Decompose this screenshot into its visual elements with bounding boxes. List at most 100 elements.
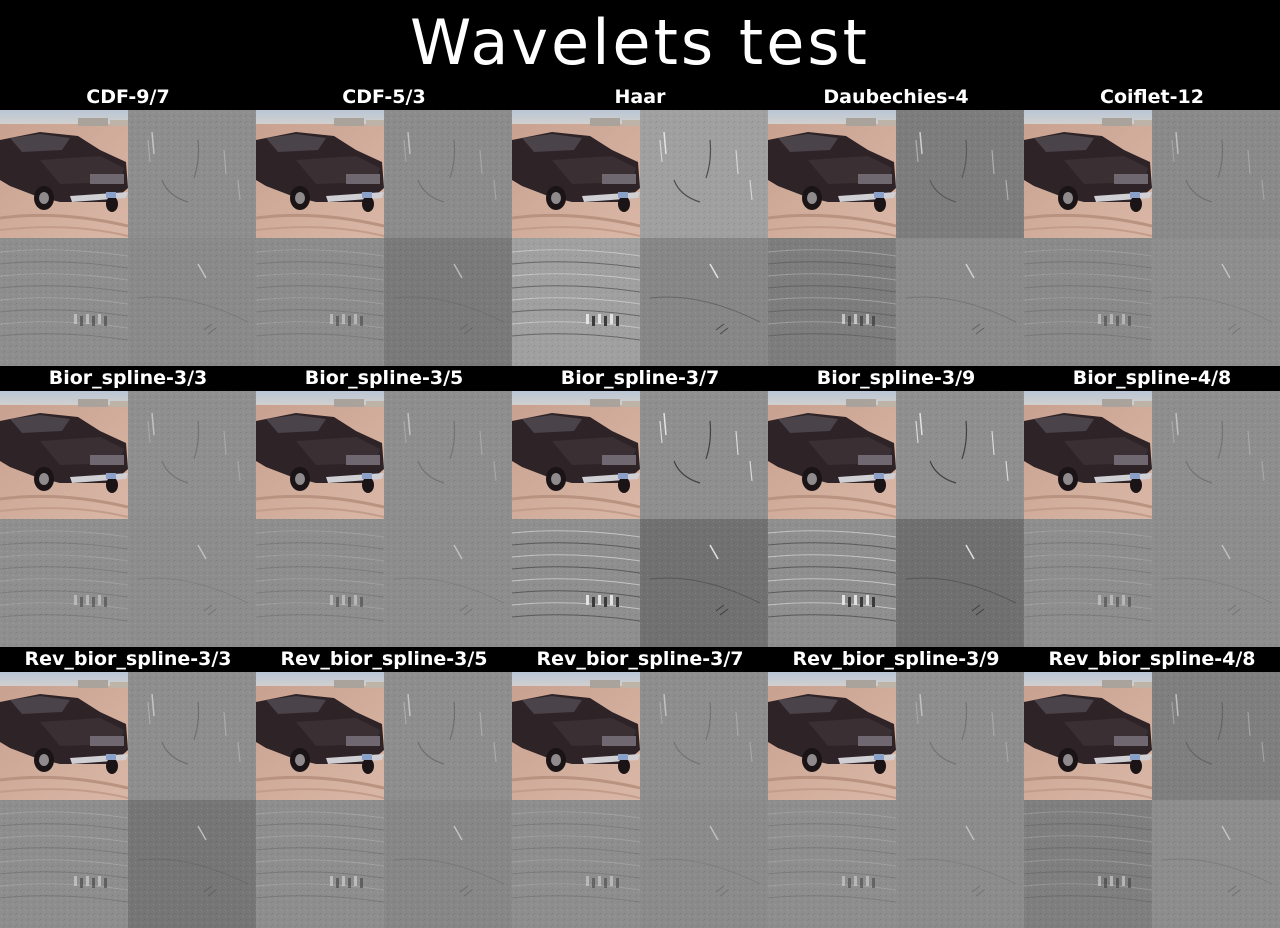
horizontal-detail-subband xyxy=(128,110,256,238)
decomposition-image xyxy=(256,672,512,928)
horizontal-detail-subband xyxy=(128,672,256,800)
diagonal-detail-subband xyxy=(640,238,768,366)
approximation-subband xyxy=(512,672,640,800)
diagonal-detail-subband xyxy=(640,800,768,928)
wavelet-panel: Bior_spline-3/3 xyxy=(0,365,256,647)
vertical-detail-subband xyxy=(512,800,640,928)
vertical-detail-subband xyxy=(0,238,128,366)
horizontal-detail-subband xyxy=(640,391,768,519)
horizontal-detail-subband xyxy=(1152,110,1280,238)
decomposition-image xyxy=(768,110,1024,366)
wavelet-name-label: Coiflet-12 xyxy=(1100,86,1204,108)
decomposition-image xyxy=(768,672,1024,928)
approximation-subband xyxy=(256,110,384,238)
wavelet-name-label: Rev_bior_spline-3/9 xyxy=(792,648,1000,670)
diagonal-detail-subband xyxy=(128,800,256,928)
diagonal-detail-subband xyxy=(128,519,256,647)
vertical-detail-subband xyxy=(256,800,384,928)
approximation-subband xyxy=(0,391,128,519)
decomposition-image xyxy=(512,672,768,928)
wavelet-name-label: Daubechies-4 xyxy=(823,86,969,108)
approximation-subband xyxy=(256,391,384,519)
horizontal-detail-subband xyxy=(896,672,1024,800)
wavelet-panel: Bior_spline-3/7 xyxy=(512,365,768,647)
vertical-detail-subband xyxy=(512,519,640,647)
decomposition-image xyxy=(1024,672,1280,928)
wavelet-name-label: Rev_bior_spline-3/3 xyxy=(24,648,232,670)
vertical-detail-subband xyxy=(512,238,640,366)
vertical-detail-subband xyxy=(1024,800,1152,928)
diagonal-detail-subband xyxy=(896,800,1024,928)
decomposition-image xyxy=(0,391,256,647)
wavelet-name-label: Bior_spline-4/8 xyxy=(1072,367,1232,389)
decomposition-image xyxy=(1024,391,1280,647)
horizontal-detail-subband xyxy=(1152,672,1280,800)
approximation-subband xyxy=(1024,391,1152,519)
decomposition-image xyxy=(256,110,512,366)
horizontal-detail-subband xyxy=(640,110,768,238)
diagonal-detail-subband xyxy=(1152,238,1280,366)
decomposition-image xyxy=(0,672,256,928)
vertical-detail-subband xyxy=(0,519,128,647)
approximation-subband xyxy=(512,110,640,238)
diagonal-detail-subband xyxy=(896,238,1024,366)
decomposition-image xyxy=(512,110,768,366)
wavelet-name-label: Bior_spline-3/3 xyxy=(48,367,208,389)
wavelet-panel: Bior_spline-4/8 xyxy=(1024,365,1280,647)
wavelet-panel: Bior_spline-3/9 xyxy=(768,365,1024,647)
vertical-detail-subband xyxy=(768,800,896,928)
decomposition-image xyxy=(1024,110,1280,366)
wavelet-panel: CDF-9/7 xyxy=(0,84,256,366)
wavelet-panel: Rev_bior_spline-3/7 xyxy=(512,646,768,928)
horizontal-detail-subband xyxy=(896,391,1024,519)
vertical-detail-subband xyxy=(1024,238,1152,366)
horizontal-detail-subband xyxy=(128,391,256,519)
horizontal-detail-subband xyxy=(1152,391,1280,519)
approximation-subband xyxy=(1024,110,1152,238)
wavelet-name-label: Bior_spline-3/7 xyxy=(560,367,720,389)
wavelet-name-label: Rev_bior_spline-4/8 xyxy=(1048,648,1256,670)
horizontal-detail-subband xyxy=(384,110,512,238)
wavelet-panel: Rev_bior_spline-3/9 xyxy=(768,646,1024,928)
wavelet-panel: Bior_spline-3/5 xyxy=(256,365,512,647)
wavelet-panel: Haar xyxy=(512,84,768,366)
approximation-subband xyxy=(768,672,896,800)
approximation-subband xyxy=(512,391,640,519)
wavelet-name-label: Haar xyxy=(614,86,666,108)
horizontal-detail-subband xyxy=(640,672,768,800)
wavelet-panel: Rev_bior_spline-4/8 xyxy=(1024,646,1280,928)
vertical-detail-subband xyxy=(768,519,896,647)
wavelet-name-label: CDF-9/7 xyxy=(86,86,170,108)
diagonal-detail-subband xyxy=(640,519,768,647)
decomposition-image xyxy=(256,391,512,647)
vertical-detail-subband xyxy=(256,238,384,366)
wavelet-panel: Coiflet-12 xyxy=(1024,84,1280,366)
approximation-subband xyxy=(256,672,384,800)
vertical-detail-subband xyxy=(1024,519,1152,647)
diagonal-detail-subband xyxy=(896,519,1024,647)
wavelet-name-label: Rev_bior_spline-3/5 xyxy=(280,648,488,670)
approximation-subband xyxy=(0,110,128,238)
page-title: Wavelets test xyxy=(410,6,870,79)
vertical-detail-subband xyxy=(0,800,128,928)
horizontal-detail-subband xyxy=(896,110,1024,238)
wavelet-panel: Daubechies-4 xyxy=(768,84,1024,366)
wavelet-panel: CDF-5/3 xyxy=(256,84,512,366)
diagonal-detail-subband xyxy=(1152,800,1280,928)
diagonal-detail-subband xyxy=(128,238,256,366)
wavelet-name-label: Rev_bior_spline-3/7 xyxy=(536,648,744,670)
diagonal-detail-subband xyxy=(384,519,512,647)
decomposition-image xyxy=(768,391,1024,647)
vertical-detail-subband xyxy=(256,519,384,647)
wavelet-name-label: Bior_spline-3/5 xyxy=(304,367,464,389)
horizontal-detail-subband xyxy=(384,672,512,800)
approximation-subband xyxy=(768,110,896,238)
diagonal-detail-subband xyxy=(384,800,512,928)
vertical-detail-subband xyxy=(768,238,896,366)
decomposition-image xyxy=(0,110,256,366)
wavelet-panel: Rev_bior_spline-3/3 xyxy=(0,646,256,928)
wavelet-name-label: Bior_spline-3/9 xyxy=(816,367,976,389)
wavelet-name-label: CDF-5/3 xyxy=(342,86,426,108)
wavelet-panel: Rev_bior_spline-3/5 xyxy=(256,646,512,928)
